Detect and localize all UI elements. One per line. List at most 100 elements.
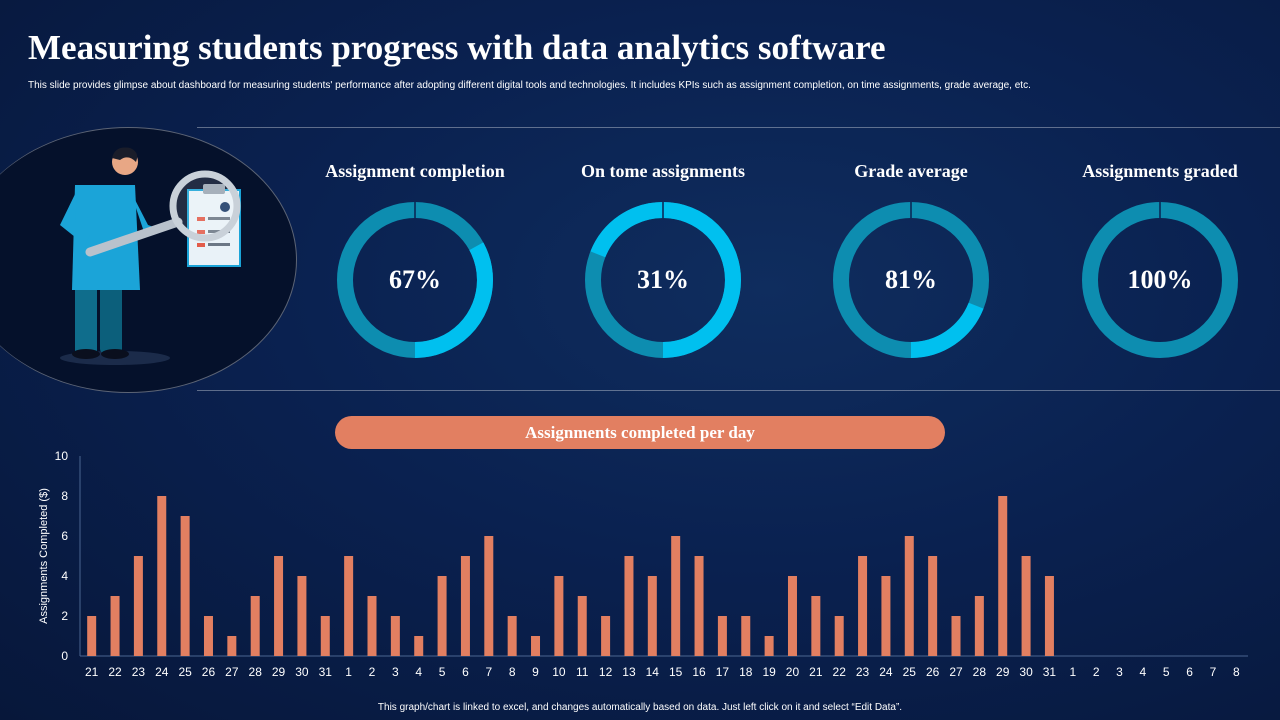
x-tick-label: 18 <box>739 665 753 679</box>
bar <box>460 556 470 656</box>
x-tick-label: 30 <box>295 665 309 679</box>
page-subtitle: This slide provides glimpse about dashbo… <box>28 80 1031 91</box>
x-tick-label: 10 <box>552 665 566 679</box>
bar <box>203 616 213 656</box>
y-tick-label: 10 <box>55 449 69 463</box>
top-divider <box>197 127 1280 128</box>
x-tick-label: 8 <box>1233 665 1240 679</box>
bar <box>110 596 120 656</box>
x-tick-label: 7 <box>1210 665 1217 679</box>
y-tick-label: 2 <box>61 609 68 623</box>
kpi-value: 31% <box>637 265 689 294</box>
x-tick-label: 4 <box>1140 665 1147 679</box>
x-tick-label: 29 <box>272 665 286 679</box>
x-tick-label: 22 <box>833 665 847 679</box>
x-tick-label: 1 <box>345 665 352 679</box>
kpi-label: Grade average <box>854 161 968 181</box>
bar <box>157 496 167 656</box>
x-tick-label: 9 <box>532 665 539 679</box>
bar <box>554 576 564 656</box>
bar <box>624 556 634 656</box>
x-tick-label: 19 <box>762 665 776 679</box>
x-tick-label: 23 <box>132 665 146 679</box>
x-tick-label: 28 <box>973 665 987 679</box>
bar <box>250 596 260 656</box>
page-title: Measuring students progress with data an… <box>28 28 886 67</box>
bar <box>344 556 354 656</box>
bar <box>928 556 938 656</box>
x-tick-label: 1 <box>1069 665 1076 679</box>
kpi-assignment-completion: Assignment completion 67% <box>295 158 535 360</box>
y-tick-label: 4 <box>61 569 68 583</box>
bar <box>974 596 984 656</box>
x-tick-label: 25 <box>903 665 917 679</box>
kpi-value: 100% <box>1127 265 1193 294</box>
x-tick-label: 6 <box>1186 665 1193 679</box>
x-tick-label: 24 <box>879 665 893 679</box>
kpi-label: Assignments graded <box>1082 161 1238 181</box>
bar <box>437 576 447 656</box>
bar <box>717 616 727 656</box>
x-tick-label: 4 <box>415 665 422 679</box>
x-tick-label: 13 <box>622 665 636 679</box>
bar <box>1021 556 1031 656</box>
y-tick-label: 8 <box>61 489 68 503</box>
bar <box>811 596 821 656</box>
kpi-label: On tome assignments <box>580 161 745 181</box>
bar <box>414 636 424 656</box>
bar <box>367 596 377 656</box>
x-tick-label: 6 <box>462 665 469 679</box>
bar <box>531 636 541 656</box>
x-tick-label: 28 <box>249 665 263 679</box>
x-tick-label: 31 <box>319 665 333 679</box>
donut-arc <box>833 202 989 358</box>
bar <box>507 616 517 656</box>
x-tick-label: 3 <box>392 665 399 679</box>
bar <box>390 616 400 656</box>
x-tick-label: 29 <box>996 665 1010 679</box>
y-tick-label: 0 <box>61 649 68 663</box>
bar <box>998 496 1008 656</box>
x-tick-label: 2 <box>1093 665 1100 679</box>
bar <box>1044 576 1054 656</box>
illustration-backdrop <box>0 127 297 393</box>
x-tick-label: 2 <box>369 665 376 679</box>
kpi-assignments-graded: Assignments graded 100% <box>1040 158 1280 360</box>
bar <box>320 616 330 656</box>
kpi-value: 67% <box>389 265 441 294</box>
x-tick-label: 20 <box>786 665 800 679</box>
x-tick-label: 7 <box>485 665 492 679</box>
bar <box>834 616 844 656</box>
bar <box>297 576 307 656</box>
bar <box>227 636 237 656</box>
bar <box>133 556 143 656</box>
x-tick-label: 21 <box>809 665 823 679</box>
kpi-donut: 100% <box>1080 200 1240 360</box>
bar <box>180 516 190 656</box>
bar <box>764 636 774 656</box>
bar <box>951 616 961 656</box>
x-tick-label: 17 <box>716 665 730 679</box>
x-tick-label: 5 <box>1163 665 1170 679</box>
bar <box>484 536 494 656</box>
kpi-value: 81% <box>885 265 937 294</box>
bar <box>694 556 704 656</box>
x-tick-label: 16 <box>692 665 706 679</box>
x-tick-label: 8 <box>509 665 516 679</box>
x-tick-label: 14 <box>646 665 660 679</box>
kpi-grade-average: Grade average 81% <box>791 158 1031 360</box>
bar <box>601 616 611 656</box>
bar <box>87 616 97 656</box>
bottom-divider <box>197 390 1280 391</box>
x-tick-label: 26 <box>202 665 216 679</box>
x-tick-label: 23 <box>856 665 870 679</box>
x-tick-label: 15 <box>669 665 683 679</box>
x-tick-label: 3 <box>1116 665 1123 679</box>
y-axis-title: Assignments Completed ($) <box>38 488 50 624</box>
x-tick-label: 30 <box>1019 665 1033 679</box>
bar <box>858 556 868 656</box>
kpi-donut: 67% <box>335 200 495 360</box>
x-tick-label: 31 <box>1043 665 1057 679</box>
bar <box>787 576 797 656</box>
